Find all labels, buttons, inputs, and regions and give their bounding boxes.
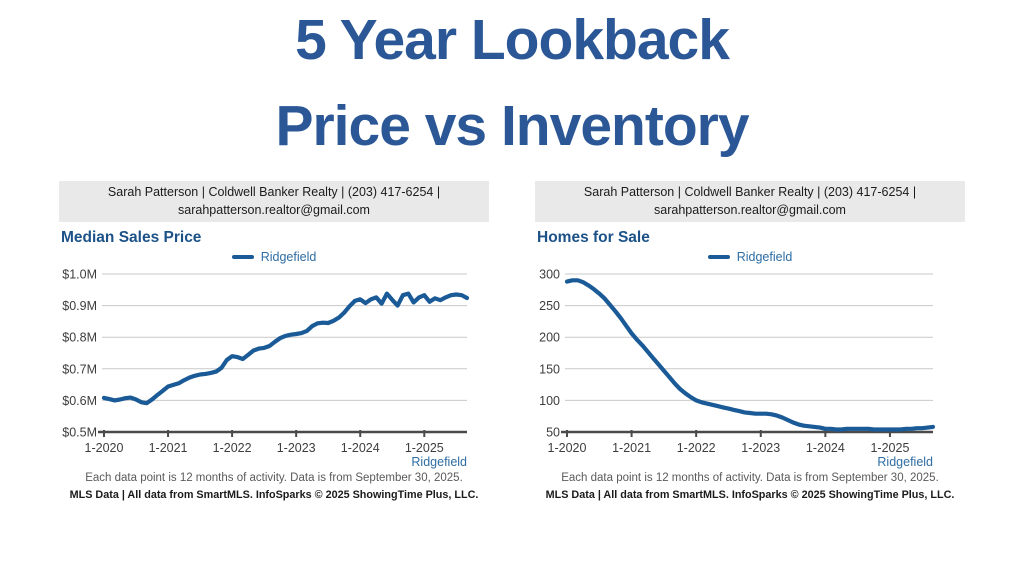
x-axis-tick-label: 1-2021 xyxy=(612,441,651,455)
contact-banner: Sarah Patterson | Coldwell Banker Realty… xyxy=(59,181,489,222)
chart-panel-homes-for-sale: Sarah Patterson | Coldwell Banker Realty… xyxy=(535,181,965,501)
x-axis-tick-label: 1-2022 xyxy=(213,441,252,455)
y-axis-tick-label: 200 xyxy=(539,331,560,345)
legend-label: Ridgefield xyxy=(260,250,317,264)
footnote-source: MLS Data | All data from SmartMLS. InfoS… xyxy=(545,489,955,501)
footnote-activity: Each data point is 12 months of activity… xyxy=(85,472,463,484)
y-axis-tick-label: $0.9M xyxy=(62,299,97,313)
x-axis-tick-label: 1-2022 xyxy=(677,441,716,455)
y-axis-tick-label: $0.7M xyxy=(62,362,97,376)
chart-title: Median Sales Price xyxy=(61,229,202,246)
footnote-activity: Each data point is 12 months of activity… xyxy=(561,472,939,484)
area-label: Ridgefield xyxy=(411,455,467,469)
chart-legend: Ridgefield xyxy=(59,249,489,265)
x-axis-tick-label: 1-2025 xyxy=(870,441,909,455)
chart-legend: Ridgefield xyxy=(535,249,965,265)
x-axis-tick-label: 1-2020 xyxy=(85,441,124,455)
homes-for-sale-line-chart: 50 100 150 200 250 300 1-2020 1-2021 1-2022 1-202… xyxy=(539,268,936,455)
y-axis-tick-label: $0.5M xyxy=(62,426,97,440)
y-axis-tick-label: 50 xyxy=(546,426,560,440)
x-axis-tick-label: 1-2024 xyxy=(341,441,380,455)
charts-row: Sarah Patterson | Coldwell Banker Realty… xyxy=(0,181,1024,501)
y-axis-tick-label: $0.6M xyxy=(62,394,97,408)
data-series-line xyxy=(564,278,936,432)
y-axis-tick-label: 300 xyxy=(539,268,560,282)
x-axis-tick-label: 1-2025 xyxy=(405,441,444,455)
x-axis-tick-label: 1-2023 xyxy=(277,441,316,455)
y-axis-tick-label: 150 xyxy=(539,362,560,376)
y-axis-tick-label: $0.8M xyxy=(62,331,97,345)
footnote-source: MLS Data | All data from SmartMLS. InfoS… xyxy=(69,489,479,501)
page-title-line-2: Price vs Inventory xyxy=(275,94,749,158)
chart-title: Homes for Sale xyxy=(537,229,650,246)
page-title-line-1: 5 Year Lookback xyxy=(295,8,730,72)
contact-banner: Sarah Patterson | Coldwell Banker Realty… xyxy=(535,181,965,222)
x-axis-tick-label: 1-2024 xyxy=(806,441,845,455)
y-axis-tick-label: 250 xyxy=(539,299,560,313)
y-axis-tick-label: $1.0M xyxy=(62,268,97,282)
page-title: 5 Year Lookback Price vs Inventory xyxy=(0,0,1024,155)
chart-panel-median-sales-price: Sarah Patterson | Coldwell Banker Realty… xyxy=(59,181,489,501)
line-series-swatch-icon xyxy=(231,255,254,259)
area-label: Ridgefield xyxy=(877,455,933,469)
x-axis-tick-label: 1-2020 xyxy=(548,441,587,455)
legend-label: Ridgefield xyxy=(736,250,793,264)
x-axis-tick-label: 1-2021 xyxy=(149,441,188,455)
line-series-swatch-icon xyxy=(707,255,730,259)
median-sales-price-line-chart: $0.5M $0.6M $0.7M $0.8M $0.9M $1.0M 1-2020 1-20… xyxy=(62,268,470,455)
y-axis-tick-label: 100 xyxy=(539,394,560,408)
x-axis-tick-label: 1-2023 xyxy=(741,441,780,455)
data-series-line xyxy=(101,291,470,406)
